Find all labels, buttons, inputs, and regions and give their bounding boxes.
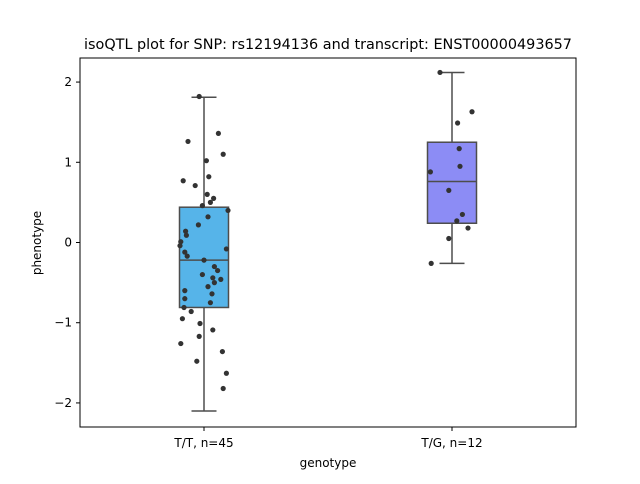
data-point	[182, 296, 188, 302]
data-point	[201, 257, 207, 263]
data-point	[215, 130, 221, 137]
data-point	[183, 228, 189, 234]
data-point	[197, 320, 203, 327]
data-point	[211, 263, 217, 270]
data-point	[179, 316, 185, 322]
data-point	[215, 267, 221, 274]
data-point	[199, 203, 205, 209]
data-point	[206, 174, 212, 180]
data-point	[184, 253, 190, 259]
x-tick-label: T/T, n=45	[173, 436, 233, 450]
data-point	[199, 271, 205, 278]
plot-area: −2 −1 0 1 2 T/T, n=45 T/G, n=12	[54, 57, 577, 450]
data-point	[178, 239, 184, 245]
data-point	[180, 178, 186, 184]
y-tick-label: 1	[64, 155, 72, 169]
data-point	[205, 284, 211, 290]
data-point	[455, 120, 461, 126]
data-point	[219, 348, 225, 355]
data-point	[223, 246, 229, 252]
data-point	[182, 288, 188, 294]
data-point	[437, 69, 443, 76]
data-point	[218, 276, 224, 282]
data-point	[188, 308, 194, 315]
data-point	[456, 146, 462, 152]
data-point	[465, 225, 471, 231]
data-point	[223, 370, 229, 376]
data-point	[203, 158, 209, 164]
data-point	[446, 235, 452, 242]
data-point	[459, 211, 465, 218]
data-point	[211, 280, 217, 286]
data-point	[207, 300, 213, 306]
y-tick-label: 0	[64, 236, 72, 250]
data-point	[182, 249, 188, 255]
data-point	[204, 191, 210, 197]
x-axis-label: genotype	[300, 456, 357, 470]
data-point	[210, 275, 216, 281]
data-point	[427, 169, 433, 175]
chart-title: isoQTL plot for SNP: rs12194136 and tran…	[84, 37, 572, 53]
data-point	[196, 93, 202, 100]
data-point	[207, 199, 213, 205]
data-point	[220, 385, 226, 392]
y-tick-label: −1	[54, 316, 72, 330]
y-tick-label: −2	[54, 396, 72, 410]
data-point	[457, 163, 463, 169]
data-point	[192, 182, 198, 189]
box-iqr	[426, 141, 478, 224]
data-point	[183, 232, 189, 238]
data-point	[196, 333, 202, 339]
data-point	[446, 187, 452, 193]
data-point	[210, 327, 216, 333]
data-point	[225, 207, 231, 214]
data-point	[178, 340, 184, 347]
data-point	[181, 304, 187, 311]
data-point	[185, 138, 191, 145]
data-point	[469, 109, 475, 115]
data-point	[454, 218, 460, 224]
data-point	[220, 151, 226, 157]
x-tick-label: T/G, n=12	[420, 436, 482, 450]
data-point	[205, 214, 211, 220]
data-point	[194, 358, 200, 364]
data-point	[177, 243, 183, 249]
data-point	[209, 291, 215, 297]
y-axis-label: phenotype	[30, 211, 44, 275]
y-tick-label: 2	[64, 75, 72, 89]
data-point	[211, 195, 217, 201]
data-point	[195, 222, 201, 228]
data-point	[428, 260, 434, 266]
